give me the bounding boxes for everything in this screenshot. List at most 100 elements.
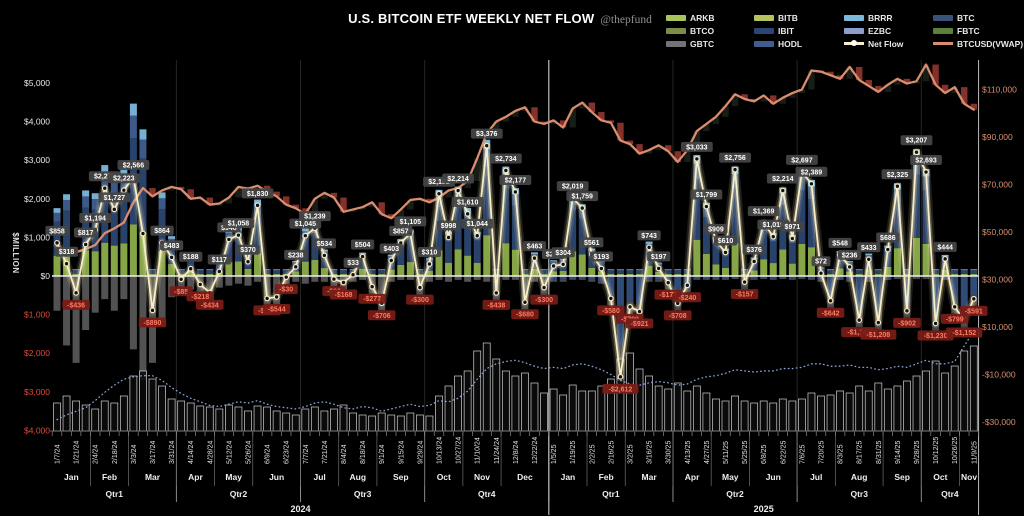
- data-label-chip: [442, 173, 474, 184]
- legend-item-brrr[interactable]: BRRR: [844, 11, 933, 24]
- bar-segment-positive: [215, 263, 223, 272]
- activity-outline-bar: [501, 370, 510, 432]
- data-label-text: -$436: [67, 302, 85, 309]
- bar-segment-negative: [884, 278, 892, 280]
- bar-segment-positive: [903, 273, 911, 276]
- legend-item-ibit[interactable]: IBIT: [754, 24, 844, 37]
- legend-item-gbtc[interactable]: GBTC: [666, 37, 754, 50]
- legend-item-bitb[interactable]: BITB: [754, 11, 844, 24]
- bar-segment-positive: [702, 254, 710, 276]
- price-candle: [378, 202, 385, 215]
- data-label-text: $998: [441, 223, 457, 230]
- btc-swatch-icon: [933, 14, 953, 21]
- bar-segment-positive: [53, 208, 61, 213]
- bar-segment-positive: [664, 273, 672, 276]
- activity-outline-bar: [339, 404, 348, 432]
- bar-segment-negative: [683, 286, 691, 293]
- date-tick-label: 8/4/24: [341, 444, 348, 464]
- price-candle: [712, 116, 720, 124]
- data-label-chip: [417, 247, 442, 258]
- bar-segment-negative: [473, 276, 481, 280]
- data-label-chip: [98, 192, 131, 203]
- legend-item-btc[interactable]: BTC: [933, 11, 1023, 24]
- data-label-chip: [222, 218, 255, 229]
- data-label-text: $3,207: [906, 138, 928, 145]
- bar-segment-positive: [970, 273, 978, 276]
- bar-segment-positive: [359, 257, 367, 270]
- legend-item-btco[interactable]: BTCO: [666, 24, 754, 37]
- bar-segment-negative: [139, 276, 147, 381]
- dotted-line: [56, 329, 975, 421]
- bar-segment-positive: [282, 270, 290, 274]
- data-label-text: $318: [59, 249, 75, 256]
- data-label-text: $1,044: [466, 221, 488, 228]
- netflow-marker: [560, 261, 567, 268]
- legend-item-btcusd-vwap-[interactable]: BTCUSD(VWAP): [933, 37, 1023, 50]
- ezbc-swatch-icon: [844, 27, 864, 34]
- right-axis-tick-label: $30,000: [982, 275, 1013, 285]
- legend-label: FBTC: [957, 25, 980, 36]
- price-candle: [550, 120, 557, 124]
- bar-segment-positive: [569, 251, 577, 276]
- bar-segment-positive: [196, 270, 204, 274]
- quarter-label: Qtr1: [602, 489, 620, 499]
- price-candle: [598, 112, 605, 121]
- netflow-marker: [741, 279, 748, 285]
- data-label-chip: [186, 291, 214, 302]
- date-tick-label: 8/18/24: [360, 441, 367, 464]
- bar-segment-positive: [616, 273, 624, 276]
- bar-segment-negative: [702, 278, 710, 280]
- bar-segment-positive: [168, 244, 176, 265]
- date-tick-label: 10/13/24: [437, 437, 444, 464]
- data-label-text: $1,045: [295, 221, 317, 228]
- brrr-swatch-icon: [844, 14, 864, 21]
- bar-segment-positive: [91, 199, 99, 210]
- data-label-chip: [298, 211, 331, 222]
- bar-segment-negative: [702, 276, 710, 279]
- netflow-marker: [321, 252, 328, 259]
- bar-segment-positive: [607, 273, 615, 276]
- right-axis-tick-label: $90,000: [982, 132, 1013, 142]
- bar-segment-positive: [712, 264, 720, 276]
- netflow-marker: [722, 249, 729, 256]
- legend-item-net-flow[interactable]: Net Flow: [844, 37, 933, 50]
- bar-segment-positive: [129, 103, 137, 116]
- date-tick-label: 3/16/25: [647, 441, 654, 464]
- bar-segment-positive: [168, 264, 176, 276]
- legend-item-fbtc[interactable]: FBTC: [933, 24, 1023, 37]
- data-label-chip: [719, 152, 751, 163]
- data-label-chip: [933, 241, 957, 252]
- price-candle: [177, 186, 185, 190]
- bar-segment-negative: [913, 276, 920, 279]
- bar-segment-positive: [110, 181, 118, 195]
- data-label-chip: [960, 305, 988, 316]
- bar-segment-negative: [425, 276, 433, 282]
- bar-segment-positive: [788, 242, 796, 264]
- bar-segment-positive: [492, 269, 500, 271]
- netflow-marker: [369, 283, 376, 290]
- bar-segment-positive: [340, 270, 347, 274]
- bar-segment-positive: [368, 269, 376, 271]
- activity-outline-bar: [310, 406, 319, 432]
- bar-segment-negative: [578, 276, 586, 279]
- month-label: Mar: [145, 472, 161, 482]
- data-label-chip: [556, 181, 589, 192]
- data-label-text: -$85: [174, 289, 188, 296]
- price-candle: [502, 116, 510, 122]
- bar-segment-positive: [569, 199, 577, 211]
- bar-segment-positive: [72, 270, 80, 274]
- netflow-marker: [703, 203, 710, 210]
- date-tick-label: 1/7/24: [55, 444, 62, 464]
- data-label-chip: [379, 243, 403, 254]
- month-label: Aug: [350, 472, 367, 482]
- date-tick-label: 8/17/25: [857, 441, 864, 464]
- legend-item-arkb[interactable]: ARKB: [666, 11, 754, 24]
- activity-outline-bar: [387, 414, 396, 432]
- data-label-chip: [838, 249, 862, 260]
- price-candle: [407, 199, 414, 210]
- bar-segment-negative: [807, 278, 815, 280]
- bar-segment-negative: [731, 276, 739, 279]
- legend-item-ezbc[interactable]: EZBC: [844, 24, 933, 37]
- date-tick-label: 6/8/25: [761, 444, 768, 464]
- legend-item-hodl[interactable]: HODL: [754, 37, 844, 50]
